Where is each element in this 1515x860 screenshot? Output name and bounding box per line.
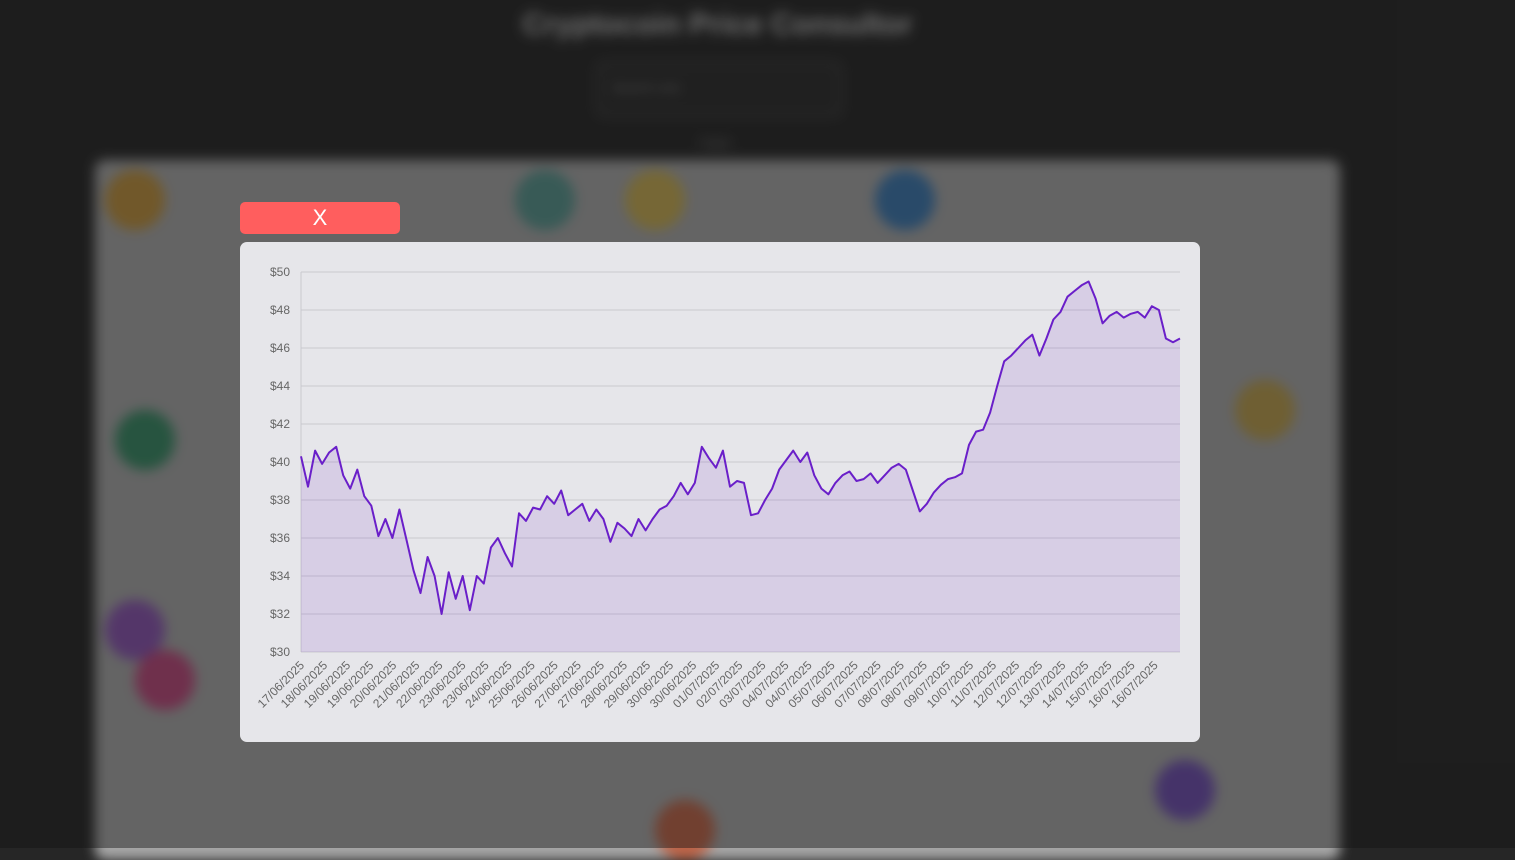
coin-card[interactable] bbox=[135, 650, 195, 710]
close-button[interactable]: X bbox=[240, 202, 400, 234]
coin-card[interactable] bbox=[625, 170, 685, 230]
search-input[interactable] bbox=[597, 62, 841, 116]
y-tick-label: $32 bbox=[270, 607, 290, 621]
coin-card[interactable] bbox=[105, 600, 165, 660]
coin-card[interactable] bbox=[515, 170, 575, 230]
coin-card[interactable] bbox=[115, 410, 175, 470]
y-tick-label: $40 bbox=[270, 455, 290, 469]
coin-card[interactable] bbox=[105, 170, 165, 230]
chart-modal: $30 $32 $34 $36 $38 $40 $42 $44 $46 $48 $50 17/06/2… bbox=[240, 242, 1200, 742]
price-line bbox=[300, 280, 1181, 615]
coin-card[interactable] bbox=[875, 170, 935, 230]
section-label: Coins bbox=[700, 136, 731, 150]
y-tick-label: $50 bbox=[270, 265, 290, 279]
y-tick-label: $30 bbox=[270, 645, 290, 659]
y-tick-label: $44 bbox=[270, 379, 290, 393]
coin-card[interactable] bbox=[1155, 760, 1215, 820]
price-area bbox=[301, 281, 1180, 652]
y-tick-label: $42 bbox=[270, 417, 290, 431]
coin-card[interactable] bbox=[1235, 380, 1295, 440]
y-tick-label: $46 bbox=[270, 341, 290, 355]
price-chart: $30$32$34$36$38$40$42$44$46$48$5017/06/2… bbox=[255, 265, 1181, 711]
y-tick-label: $34 bbox=[270, 569, 290, 583]
y-tick-label: $48 bbox=[270, 303, 290, 317]
search-placeholder: Search coin bbox=[612, 80, 681, 95]
y-tick-label: $36 bbox=[270, 531, 290, 545]
y-tick-label: $38 bbox=[270, 493, 290, 507]
app-title: Cryptocoin Price Consultor bbox=[522, 8, 913, 41]
